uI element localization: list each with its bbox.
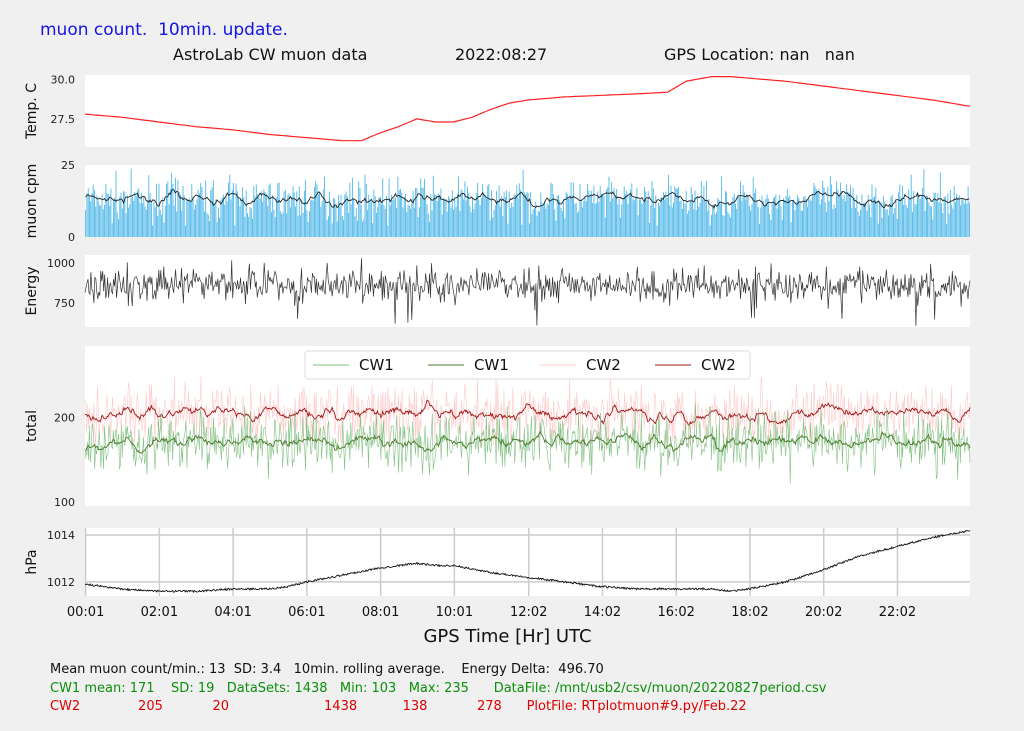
gps-location: GPS Location: nan nan	[664, 45, 855, 64]
legend: CW1 CW1 CW2 CW2	[304, 350, 751, 380]
x-tick-label: 08:01	[362, 605, 399, 620]
y-tick-label: 1012	[47, 576, 75, 589]
y-tick-label: 1000	[47, 257, 75, 270]
panel-background	[85, 75, 970, 147]
panel-background	[85, 255, 970, 327]
panel-5: 1012 1014 hPa	[24, 528, 970, 596]
legend-label: CW2	[586, 356, 621, 374]
energy-line	[84, 258, 971, 326]
x-tick-label: 00:01	[67, 605, 104, 620]
panel-background	[85, 528, 970, 596]
temperature-line	[84, 76, 971, 142]
legend-label: CW1	[359, 356, 394, 374]
cw2-raw-line	[84, 375, 971, 454]
y-tick-label: 200	[54, 412, 75, 425]
x-tick-label: 04:01	[214, 605, 251, 620]
x-tick-label: 20:02	[805, 605, 842, 620]
x-tick-label: 22:02	[879, 605, 916, 620]
muon-cpm-bars	[85, 168, 970, 237]
y-axis-label: Energy	[24, 266, 40, 315]
y-axis-label: total	[24, 410, 40, 442]
y-axis-label: muon cpm	[24, 164, 40, 239]
chart-title: muon count. 10min. update.	[40, 20, 288, 40]
y-tick-label: 1014	[47, 529, 75, 542]
muon-cpm-rolling-average	[85, 188, 970, 210]
legend-label: CW2	[701, 356, 736, 374]
panel-1: 27.5 30.0 Temp. C	[24, 74, 970, 147]
pressure-grid	[84, 528, 970, 596]
footer-summary: Mean muon count/min.: 13 SD: 3.4 10min. …	[50, 662, 604, 677]
y-axis-label: Temp. C	[24, 83, 40, 140]
chart-subtitle: AstroLab CW muon data	[173, 45, 368, 64]
panel-3: 750 1000 Energy	[24, 255, 970, 327]
pressure-line	[84, 529, 971, 594]
legend-box	[304, 350, 751, 380]
legend-label: CW1	[474, 356, 509, 374]
x-tick-label: 18:02	[731, 605, 768, 620]
x-tick-label: 12:02	[510, 605, 547, 620]
x-tick-label: 16:02	[657, 605, 694, 620]
cw1-raw-line	[84, 403, 971, 484]
y-tick-label: 30.0	[51, 74, 76, 87]
y-tick-label: 100	[54, 496, 75, 509]
y-tick-label: 27.5	[51, 113, 76, 126]
y-tick-label: 0	[68, 231, 75, 244]
x-tick-label: 02:01	[141, 605, 178, 620]
y-tick-label: 25	[61, 159, 75, 172]
cw1-average-line	[84, 430, 971, 455]
cw2-average-line	[84, 399, 971, 427]
y-axis-label: hPa	[24, 549, 40, 574]
x-tick-label: 10:01	[436, 605, 473, 620]
x-axis-label: GPS Time [Hr] UTC	[423, 626, 591, 647]
chart-date: 2022:08:27	[455, 45, 548, 64]
x-tick-label: 06:01	[288, 605, 325, 620]
y-tick-label: 750	[54, 297, 75, 310]
footer-cw1-stats: CW1 mean: 171 SD: 19 DataSets: 1438 Min:…	[50, 681, 827, 696]
footer-cw2-stats: CW2 205 20 1438 138 278 PlotFile: RTplot…	[50, 699, 747, 714]
x-tick-label: 14:02	[584, 605, 621, 620]
x-axis: 00:01 02:01 04:01 06:01 08:01 10:01 12:02 14:02…	[67, 605, 916, 647]
